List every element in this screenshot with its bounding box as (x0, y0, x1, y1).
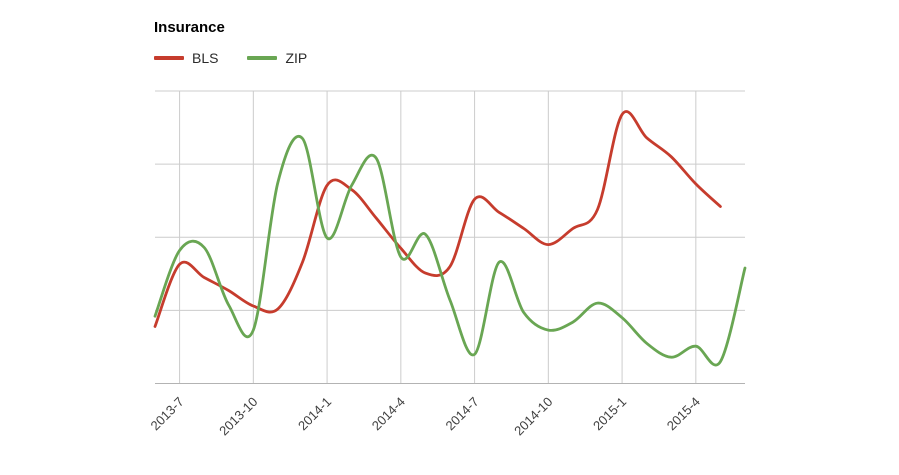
x-tick-label: 2014-7 (442, 394, 481, 433)
x-tick-label: 2015-1 (590, 394, 629, 433)
x-tick-label: 2015-4 (664, 394, 703, 433)
legend-label-bls: BLS (192, 50, 219, 66)
legend-swatch-bls (154, 56, 184, 60)
x-tick-label: 2013-7 (147, 394, 186, 433)
x-tick-label: 2014-1 (295, 394, 334, 433)
legend: BLS ZIP (154, 51, 336, 65)
x-tick-label: 2013-10 (216, 394, 260, 438)
x-tick-label: 2014-4 (369, 394, 408, 433)
legend-item-bls[interactable]: BLS (154, 51, 218, 65)
legend-swatch-zip (247, 56, 278, 60)
legend-item-zip[interactable]: ZIP (247, 51, 307, 65)
legend-label-zip: ZIP (285, 50, 308, 66)
chart-title: Insurance (154, 19, 225, 36)
x-tick-label: 2014-10 (511, 394, 555, 438)
series-line-zip[interactable] (153, 135, 747, 367)
series-line-bls[interactable] (153, 110, 722, 328)
